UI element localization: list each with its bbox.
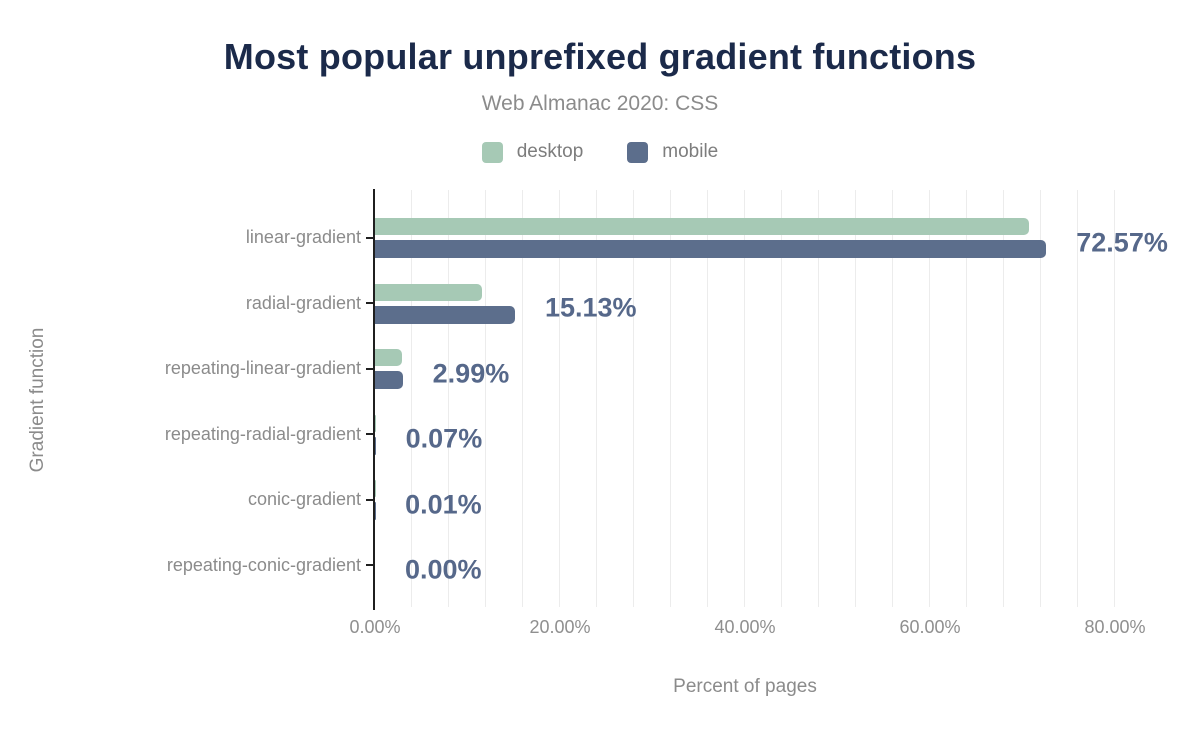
bar-mobile	[375, 371, 403, 389]
gridline	[966, 190, 967, 607]
legend-label-mobile: mobile	[662, 141, 719, 162]
x-tick-label: 0.00%	[349, 617, 401, 637]
value-label: 0.01%	[405, 489, 482, 520]
gridline	[411, 190, 412, 607]
gridline	[855, 190, 856, 607]
gridline	[596, 190, 597, 607]
category-tick	[366, 302, 373, 305]
gridline	[1114, 190, 1115, 607]
value-label: 15.13%	[544, 292, 637, 323]
bar-desktop	[375, 349, 402, 366]
category-label: conic-gradient	[247, 489, 361, 510]
value-label: 0.00%	[405, 554, 482, 585]
gridline	[670, 190, 671, 607]
gridline	[522, 190, 523, 607]
category-tick	[366, 564, 373, 567]
category-tick	[366, 498, 373, 501]
category-label: radial-gradient	[245, 292, 361, 313]
legend: desktop mobile	[0, 141, 1200, 163]
bar-mobile	[375, 305, 515, 324]
gridline	[448, 190, 449, 607]
value-label: 0.07%	[405, 423, 483, 454]
gridline	[485, 190, 486, 607]
x-axis-title: Percent of pages	[673, 676, 817, 697]
gridline	[1077, 190, 1078, 607]
category-label: repeating-conic-gradient	[166, 554, 361, 575]
bar-desktop	[375, 414, 376, 432]
legend-swatch-mobile-icon	[627, 141, 649, 163]
gridline	[744, 190, 745, 607]
gridline	[892, 190, 893, 607]
gridline	[781, 190, 782, 607]
category-label: repeating-linear-gradient	[164, 358, 361, 379]
y-axis-line	[373, 189, 375, 610]
chart-title: Most popular unprefixed gradient functio…	[223, 36, 977, 77]
legend-swatch-desktop-icon	[481, 141, 503, 163]
x-tick-label: 40.00%	[714, 617, 776, 637]
gridline	[1003, 190, 1004, 607]
legend-item-mobile: mobile	[627, 141, 718, 163]
gridline	[929, 190, 930, 607]
x-tick-label: 60.00%	[899, 617, 961, 637]
x-tick-label: 80.00%	[1084, 617, 1146, 637]
bar-desktop	[375, 218, 1029, 235]
gridline	[559, 190, 560, 607]
plot-area: linear-gradient 72.57% radial-gradient 15.1…	[165, 190, 1168, 637]
gridline	[633, 190, 634, 607]
x-tick-label: 20.00%	[529, 617, 591, 637]
bar-mobile	[375, 436, 376, 455]
gridline	[818, 190, 819, 607]
category-label: linear-gradient	[245, 227, 361, 248]
legend-label-desktop: desktop	[516, 141, 584, 162]
bar-desktop	[375, 283, 483, 301]
value-label: 2.99%	[432, 358, 510, 389]
bar-mobile	[375, 240, 1047, 258]
category-tick	[366, 433, 373, 436]
category-tick	[366, 236, 373, 239]
category-tick	[366, 367, 373, 370]
gridline	[1040, 190, 1041, 607]
legend-item-desktop: desktop	[481, 141, 584, 163]
category-label: repeating-radial-gradient	[164, 423, 361, 444]
chart-subtitle: Web Almanac 2020: CSS	[481, 92, 719, 115]
value-label: 72.57%	[1076, 227, 1168, 258]
gridline	[707, 190, 708, 607]
